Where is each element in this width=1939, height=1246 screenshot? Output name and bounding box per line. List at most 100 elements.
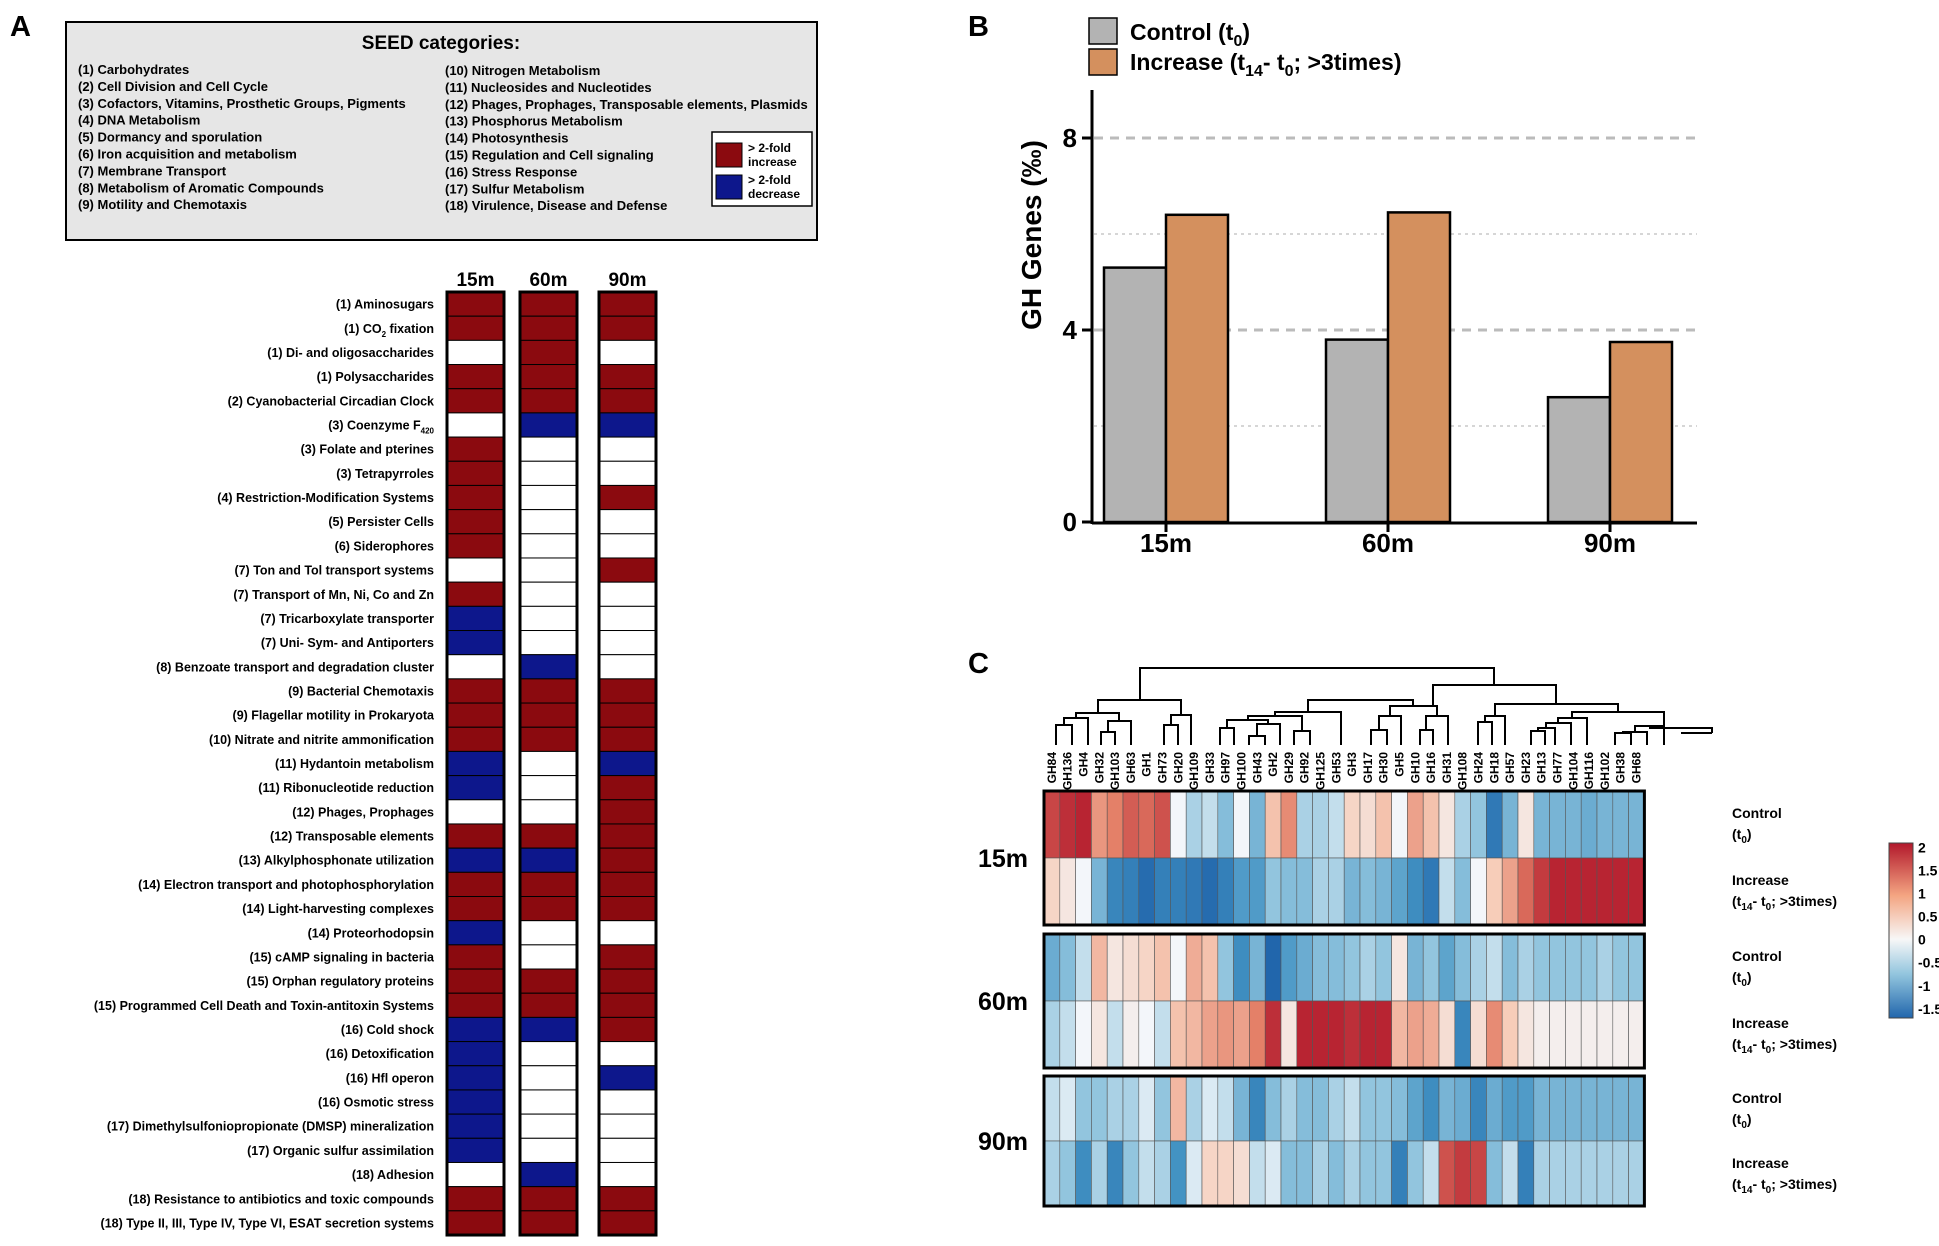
- panel-a-cell: [446, 484, 505, 511]
- seed-category-item: (10) Nitrogen Metabolism: [445, 63, 600, 78]
- panel-a-cell: [598, 315, 657, 341]
- heatmap-cell: [1233, 790, 1250, 859]
- gh-family-label: GH63: [1124, 752, 1138, 784]
- seed-category-item: (9) Motility and Chemotaxis: [78, 197, 247, 212]
- heatmap-cell: [1201, 790, 1219, 859]
- heatmap-cell: [1075, 1000, 1092, 1069]
- heatmap-group-frame: [1042, 1074, 1646, 1208]
- heatmap-row-label: Control: [1732, 948, 1782, 964]
- panel-a-row-label: (15) cAMP signaling in bacteria: [249, 950, 435, 964]
- panel-a-cell: [598, 654, 657, 680]
- heatmap-cell: [1296, 790, 1313, 859]
- heatmap-cell: [1628, 1075, 1645, 1142]
- heatmap-cell: [1596, 1140, 1614, 1207]
- heatmap-cell: [1154, 790, 1171, 859]
- heatmap-cell: [1280, 857, 1298, 926]
- panel-c-row-labels: Control (t0) Increase (t14- t0; >3times) Con…: [1732, 805, 1837, 1196]
- heatmap-cell: [1438, 1140, 1456, 1207]
- heatmap-cell: [1249, 1000, 1266, 1069]
- heatmap-cell: [1517, 1000, 1535, 1069]
- heatmap-cell: [1343, 1075, 1361, 1142]
- gh-family-label: GH57: [1503, 752, 1517, 784]
- gh-family-label: GH53: [1329, 752, 1343, 784]
- heatmap-cell: [1043, 1075, 1061, 1142]
- heatmap-cell: [1328, 857, 1345, 926]
- panel-a-cell: [519, 1186, 578, 1212]
- panel-a-row-label: (17) Dimethylsulfoniopropionate (DMSP) m…: [107, 1120, 434, 1134]
- panel-a-row-label: (6) Siderophores: [335, 539, 434, 553]
- heatmap-group-frame: [1042, 932, 1646, 1070]
- panel-a-cell: [598, 920, 657, 946]
- heatmap-cell: [1422, 1000, 1440, 1069]
- heatmap-cell: [1328, 933, 1345, 1002]
- panel-a-cell: [519, 339, 578, 366]
- gh-family-label: GH33: [1203, 752, 1217, 784]
- heatmap-cell: [1170, 857, 1187, 926]
- panel-a-row-label: (3) Tetrapyrroles: [336, 467, 434, 481]
- panel-a-cell: [519, 847, 578, 873]
- gh-family-label: GH109: [1187, 752, 1201, 790]
- panel-a: SEED categories: (1) Carbohydrates (2) Ce…: [65, 21, 818, 1237]
- heatmap-cell: [1612, 1075, 1629, 1142]
- heatmap-cell: [1565, 857, 1582, 926]
- heatmap-cell: [1185, 1075, 1203, 1142]
- colorbar-tick-label: -1: [1918, 978, 1931, 994]
- heatmap-cell: [1264, 933, 1282, 1002]
- heatmap-cell: [1296, 1000, 1313, 1069]
- panel-a-cell: [598, 702, 657, 728]
- seed-box-title: SEED categories:: [362, 33, 520, 54]
- panel-b-x-ticks: 15m 60m 90m: [1140, 524, 1636, 558]
- colorbar-tick-label: 2: [1918, 840, 1926, 856]
- heatmap-row-sublabel: (t14- t0; >3times): [1732, 1176, 1837, 1196]
- heatmap-cell: [1580, 1075, 1598, 1142]
- panel-a-cell: [446, 339, 505, 366]
- fold-change-key: > 2-fold increase > 2-fold decrease: [711, 131, 813, 207]
- heatmap-cell: [1154, 1000, 1171, 1069]
- panel-a-cell: [446, 992, 505, 1018]
- decrease-label-line1: > 2-fold: [748, 173, 791, 187]
- panel-a-cell: [598, 1137, 657, 1163]
- gh-family-label: GH23: [1519, 752, 1533, 784]
- heatmap-cell: [1612, 933, 1629, 1002]
- heatmap-cell: [1233, 1075, 1250, 1142]
- panel-a-cell: [446, 1089, 505, 1115]
- heatmap-cell: [1501, 1000, 1519, 1069]
- panel-a-row-label: (14) Proteorhodopsin: [308, 926, 434, 940]
- panel-a-row-label: (11) Hydantoin metabolism: [275, 757, 434, 771]
- panel-label-a: A: [10, 11, 31, 43]
- heatmap-cell: [1122, 933, 1140, 1002]
- panel-a-row-label: (7) Uni- Sym- and Antiporters: [261, 636, 434, 650]
- heatmap-cell: [1407, 1000, 1424, 1069]
- panel-a-cell: [598, 460, 657, 486]
- colorbar-gradient: [1888, 842, 1914, 1019]
- panel-a-cell: [446, 1161, 505, 1188]
- panel-a-cell: [446, 726, 505, 752]
- heatmap-cell: [1233, 933, 1250, 1002]
- panel-a-cell: [446, 460, 505, 486]
- panel-a-cell: [598, 799, 657, 825]
- panel-a-cell: [446, 823, 505, 849]
- heatmap-cell: [1138, 933, 1155, 1002]
- heatmap-cell: [1549, 1140, 1566, 1207]
- heatmap-cell: [1391, 1000, 1408, 1069]
- panel-a-row-label: (12) Phages, Prophages: [292, 805, 434, 819]
- heatmap-cell: [1517, 790, 1535, 859]
- heatmap-cell: [1533, 1075, 1550, 1142]
- heatmap-cell: [1106, 1075, 1124, 1142]
- gh-family-label: GH18: [1487, 752, 1501, 784]
- gh-family-label: GH4: [1077, 752, 1091, 777]
- heatmap-cell: [1501, 790, 1519, 859]
- heatmap-cell: [1533, 857, 1550, 926]
- heatmap-cell: [1185, 857, 1203, 926]
- heatmap-cell: [1501, 1075, 1519, 1142]
- panel-a-cell: [598, 436, 657, 462]
- heatmap-cell: [1059, 857, 1076, 926]
- panel-a-cell: [519, 388, 578, 414]
- panel-a-column-frame: [445, 290, 506, 1237]
- heatmap-cell: [1201, 1140, 1219, 1207]
- panel-a-cell: [598, 1210, 657, 1236]
- gh-family-label: GH108: [1456, 752, 1470, 790]
- heatmap-cell: [1249, 933, 1266, 1002]
- heatmap-cell: [1391, 857, 1408, 926]
- heatmap-cell: [1391, 1140, 1408, 1207]
